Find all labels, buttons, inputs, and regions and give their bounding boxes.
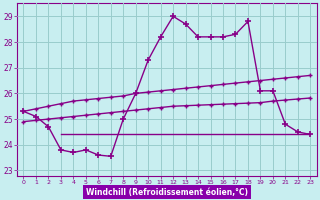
X-axis label: Windchill (Refroidissement éolien,°C): Windchill (Refroidissement éolien,°C)	[86, 188, 248, 197]
